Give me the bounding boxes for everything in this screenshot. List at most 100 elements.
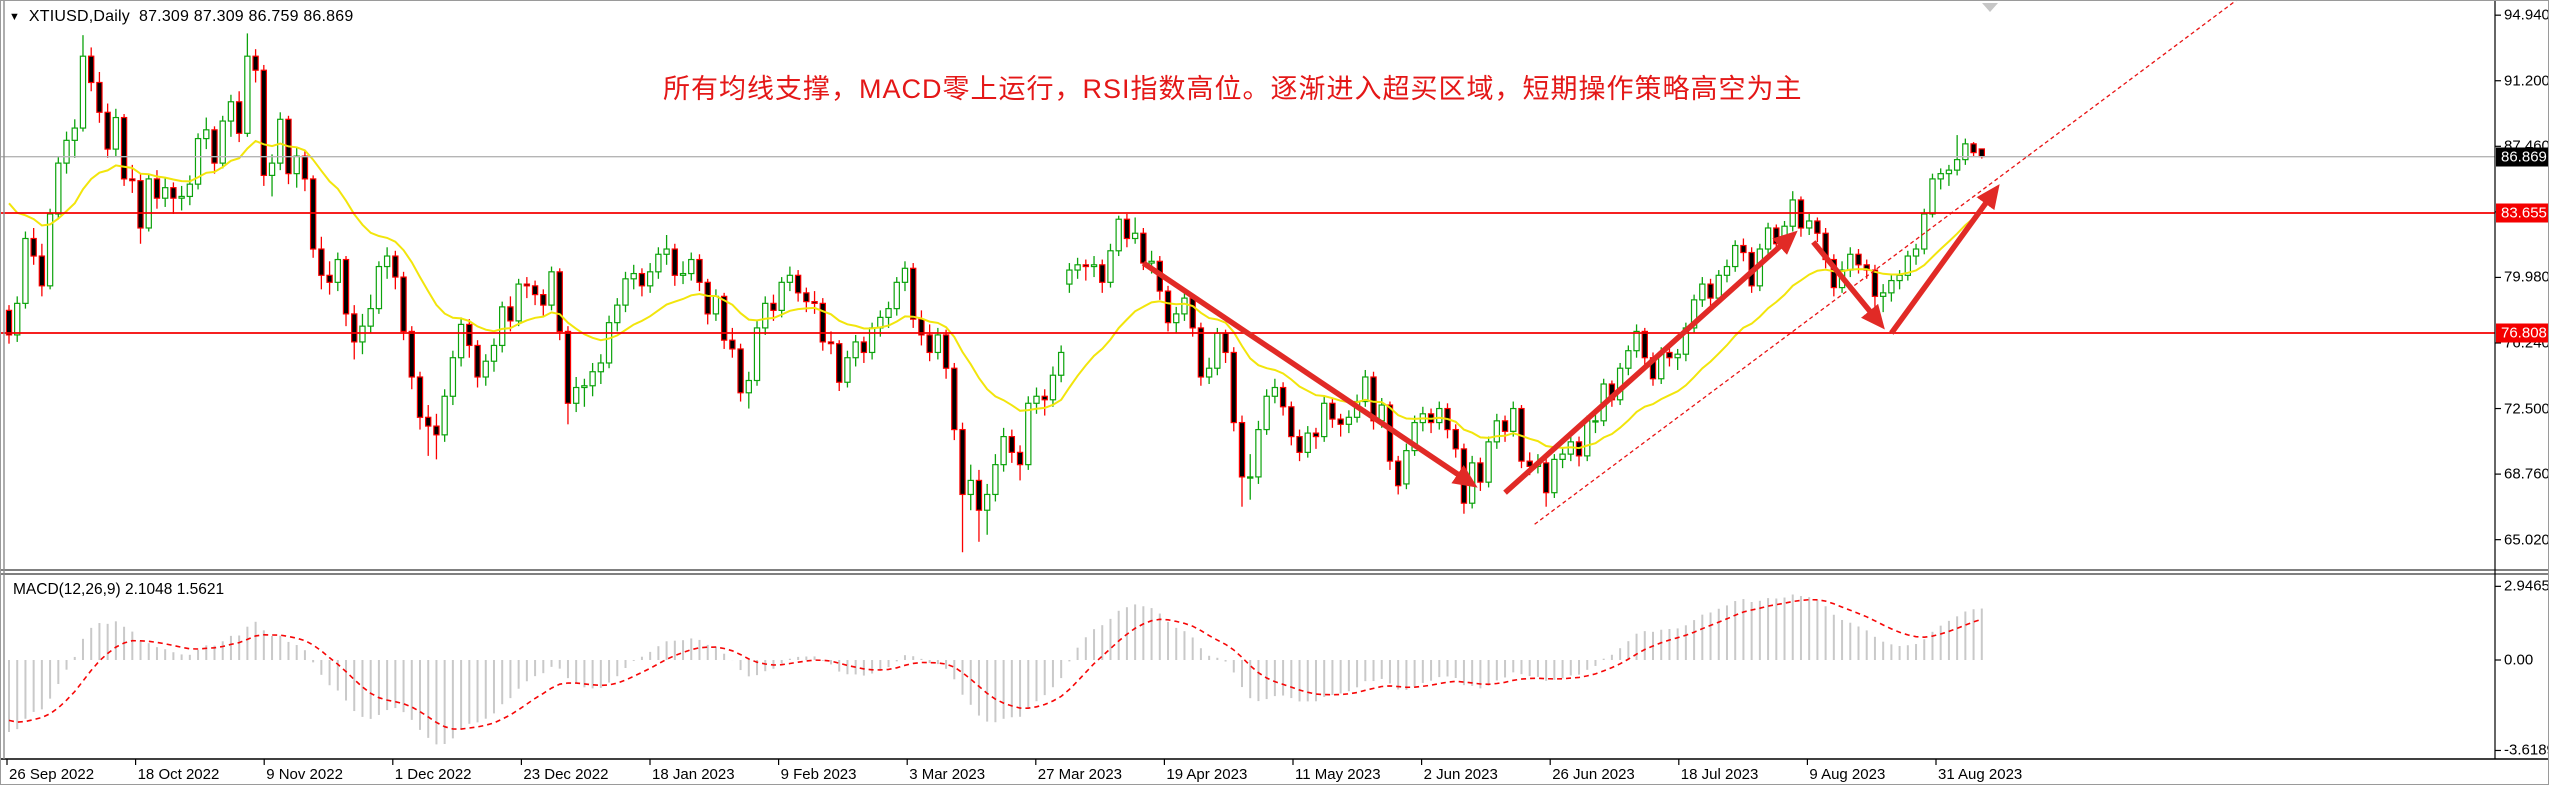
candle-body bbox=[811, 301, 818, 304]
candle-body bbox=[630, 272, 637, 280]
ascending-trendline[interactable] bbox=[1534, 1, 2237, 525]
candle-body bbox=[1378, 404, 1385, 422]
candle-body bbox=[309, 178, 317, 250]
candle-body bbox=[153, 178, 161, 199]
candle-body bbox=[87, 55, 95, 84]
candle-body bbox=[1978, 148, 1985, 158]
candle-body bbox=[1247, 476, 1254, 479]
candle-body bbox=[523, 283, 531, 287]
candle-body bbox=[860, 341, 868, 354]
candle-body bbox=[1592, 420, 1599, 423]
date-tick-label: 18 Jul 2023 bbox=[1680, 766, 1759, 783]
candle-body bbox=[753, 327, 761, 382]
candle-body bbox=[351, 313, 358, 343]
trend-arrow-up[interactable] bbox=[1503, 230, 1798, 495]
candle-body bbox=[926, 334, 933, 354]
candle-body bbox=[1107, 250, 1114, 283]
candle-body bbox=[1855, 253, 1862, 266]
date-tick-label: 26 Jun 2023 bbox=[1552, 766, 1635, 783]
candle-body bbox=[129, 178, 136, 182]
macd-tick-label: -3.6189 bbox=[2504, 741, 2548, 759]
candle-body bbox=[1666, 351, 1673, 359]
candle-body bbox=[704, 281, 711, 315]
candle-body bbox=[441, 395, 448, 436]
trend-arrow-down[interactable] bbox=[1141, 260, 1478, 488]
candle-body bbox=[482, 360, 489, 378]
candle-body bbox=[277, 118, 284, 164]
macd-signal-line bbox=[8, 598, 1983, 730]
candle-body bbox=[1896, 274, 1903, 282]
candle-body bbox=[720, 295, 728, 341]
candle-body bbox=[942, 334, 950, 369]
candle-body bbox=[770, 302, 777, 311]
price-tick-label: 65.020 bbox=[2504, 531, 2549, 549]
candle-body bbox=[466, 323, 473, 347]
chart-menu-arrow-icon[interactable]: ▼ bbox=[9, 10, 20, 23]
candle-body bbox=[1625, 350, 1632, 369]
candle-body bbox=[38, 255, 46, 287]
candle-body bbox=[235, 101, 243, 134]
candle-body bbox=[1740, 244, 1747, 254]
candle-body bbox=[145, 178, 152, 229]
candle-body bbox=[852, 341, 859, 359]
trend-arrow-up[interactable] bbox=[1889, 184, 2000, 335]
candle-body bbox=[893, 281, 900, 310]
candle-body bbox=[1937, 173, 1944, 180]
date-tick-label: 26 Sep 2022 bbox=[9, 766, 95, 783]
candle-body bbox=[112, 116, 120, 150]
candle-body bbox=[433, 425, 440, 436]
candle-body bbox=[1723, 265, 1731, 276]
candle-body bbox=[1641, 330, 1648, 359]
candle-body bbox=[1230, 351, 1237, 424]
candle-body bbox=[803, 292, 810, 303]
candle-body bbox=[951, 367, 958, 431]
candle-body bbox=[1912, 248, 1920, 257]
candle-body bbox=[318, 248, 325, 276]
candle-body bbox=[646, 271, 654, 287]
candle-body bbox=[71, 127, 78, 141]
candle-body bbox=[416, 376, 424, 418]
candle-body bbox=[293, 155, 300, 175]
date-tick-label: 9 Nov 2022 bbox=[266, 766, 343, 783]
candle-body bbox=[679, 272, 687, 276]
candle-body bbox=[326, 274, 333, 283]
candle-body bbox=[474, 344, 481, 378]
candle-body bbox=[1173, 313, 1180, 324]
candle-body bbox=[104, 111, 111, 150]
candle-body bbox=[729, 339, 736, 350]
candle-body bbox=[589, 371, 596, 387]
candle-body bbox=[1189, 297, 1196, 329]
candle-body bbox=[120, 116, 128, 180]
date-tick-label: 9 Aug 2023 bbox=[1809, 766, 1886, 783]
candle-body bbox=[1296, 435, 1303, 453]
candle-body bbox=[1945, 169, 1953, 175]
candle-body bbox=[1436, 407, 1443, 424]
candle-body bbox=[1411, 421, 1418, 452]
candle-body bbox=[1764, 227, 1772, 250]
candle-body bbox=[1633, 330, 1640, 352]
candle-body bbox=[540, 294, 547, 306]
candle-body bbox=[1616, 367, 1624, 401]
candle-body bbox=[30, 237, 37, 257]
candle-body bbox=[1814, 220, 1821, 234]
candle-body bbox=[688, 258, 695, 275]
candle-body bbox=[1279, 386, 1287, 408]
candle-body bbox=[1510, 407, 1517, 432]
trend-arrow-down[interactable] bbox=[1811, 240, 1885, 330]
candle-body bbox=[638, 272, 646, 287]
candle-body bbox=[1805, 220, 1813, 229]
candle-body bbox=[671, 248, 679, 276]
candle-body bbox=[786, 274, 794, 283]
candle-body bbox=[597, 362, 605, 373]
candle-body bbox=[1929, 178, 1936, 215]
candle-body bbox=[605, 322, 613, 364]
candle-body bbox=[1731, 244, 1739, 268]
candle-body bbox=[1904, 255, 1912, 276]
candle-body bbox=[227, 101, 235, 122]
candle-body bbox=[762, 302, 769, 329]
candle-body bbox=[425, 416, 432, 427]
candle-body bbox=[1197, 327, 1205, 378]
analysis-annotation-text[interactable]: 所有均线支撑，MACD零上运行，RSI指数高位。逐渐进入超买区域，短期操作策略高… bbox=[663, 74, 1803, 104]
chart-shift-triangle-icon[interactable] bbox=[1982, 3, 1999, 12]
